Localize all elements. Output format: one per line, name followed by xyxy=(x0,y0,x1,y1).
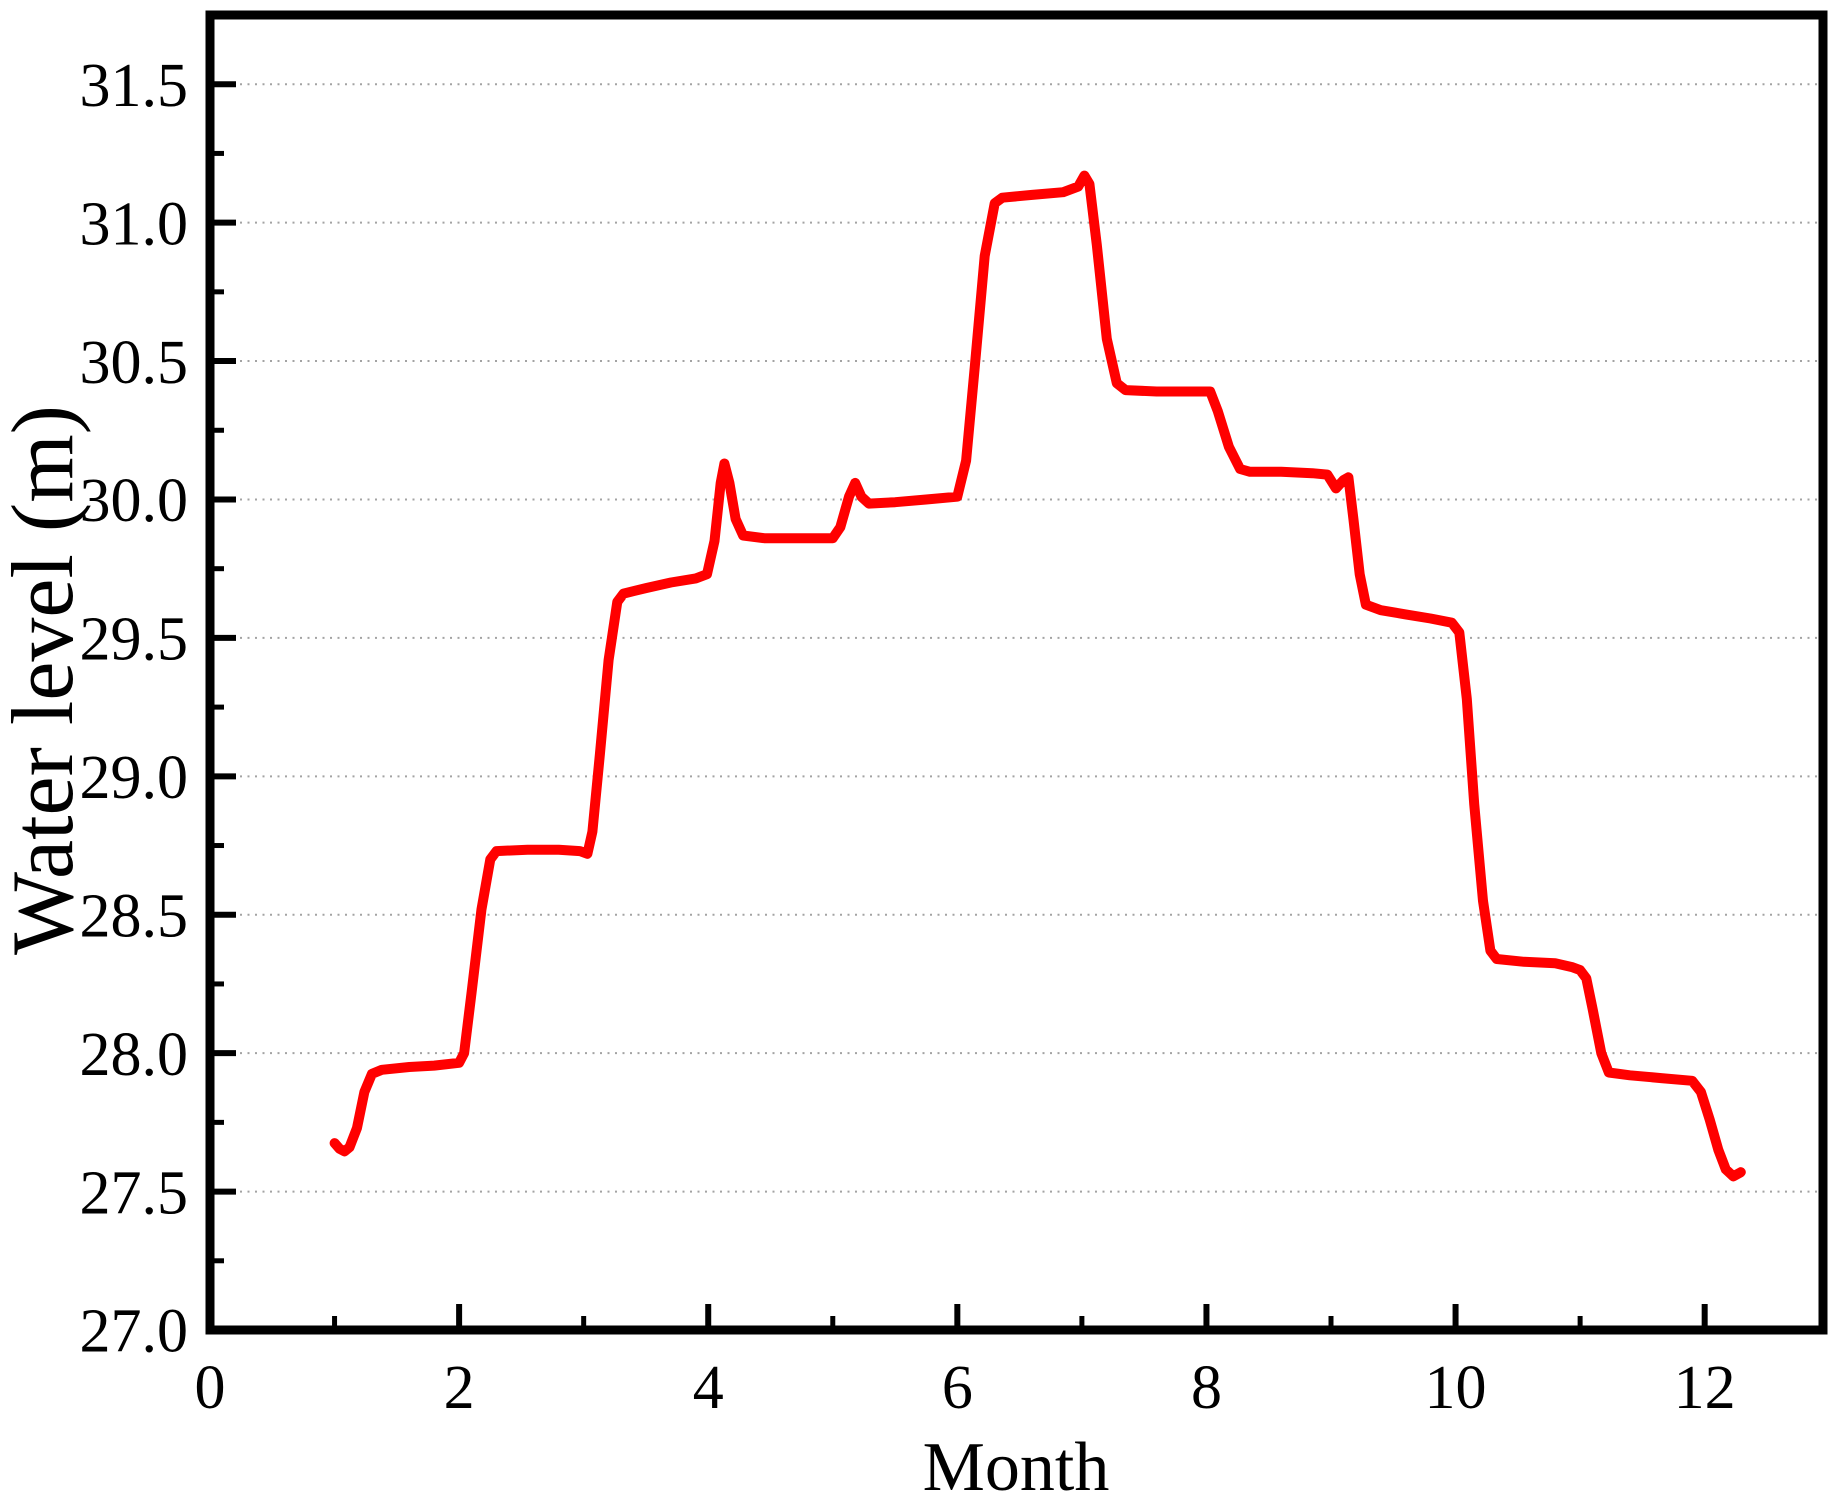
tick-labels-layer: 27.0 27.5 28.0 28.5 29.0 29.5 30.0 30.5 31.0 31.5… xyxy=(80,52,1736,1422)
x-tick-label: 10 xyxy=(1425,1354,1487,1422)
y-tick-label: 31.5 xyxy=(80,52,189,120)
x-axis-title: Month xyxy=(923,1429,1110,1504)
x-tick-label: 8 xyxy=(1191,1354,1222,1422)
y-tick-label: 27.0 xyxy=(80,1298,189,1366)
plot-frame xyxy=(205,10,1828,1335)
x-tick-label: 2 xyxy=(444,1354,475,1422)
x-tick-label: 12 xyxy=(1674,1354,1736,1422)
y-tick-label: 29.0 xyxy=(80,744,189,812)
y-tick-label: 30.5 xyxy=(80,329,189,397)
y-tick-label: 28.5 xyxy=(80,882,189,950)
y-tick-label: 31.0 xyxy=(80,190,189,258)
x-tick-label: 0 xyxy=(195,1354,226,1422)
water-level-line xyxy=(329,170,1746,1182)
x-tick-label: 6 xyxy=(942,1354,973,1422)
y-axis-title: Water level (m) xyxy=(0,405,92,955)
gridlines-layer xyxy=(210,83,1823,1193)
y-tick-label: 28.0 xyxy=(80,1021,189,1089)
y-tick-label: 29.5 xyxy=(80,606,189,674)
series-layer xyxy=(329,170,1746,1182)
x-tick-label: 4 xyxy=(693,1354,724,1422)
ticks-layer xyxy=(207,81,1708,1333)
y-tick-label: 30.0 xyxy=(80,467,189,535)
y-tick-label: 27.5 xyxy=(80,1159,189,1227)
